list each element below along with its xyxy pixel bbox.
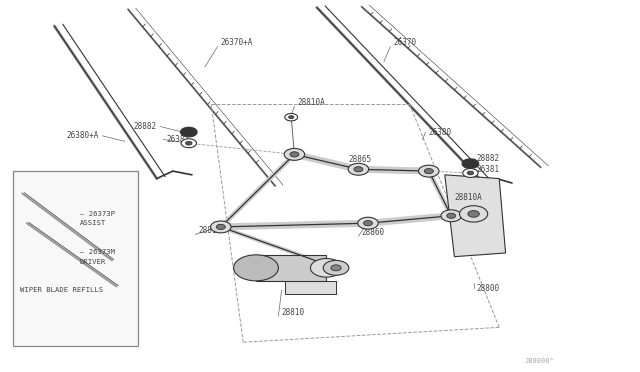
Circle shape: [284, 148, 305, 160]
Circle shape: [186, 141, 192, 145]
Circle shape: [216, 224, 225, 230]
Circle shape: [460, 206, 488, 222]
Circle shape: [180, 127, 197, 137]
Text: WIPER BLADE REFILLS: WIPER BLADE REFILLS: [20, 287, 104, 293]
Bar: [13, 171, 138, 346]
Circle shape: [468, 211, 479, 217]
Text: 28882: 28882: [477, 154, 500, 163]
Text: 26380: 26380: [429, 128, 452, 137]
Text: 28800: 28800: [477, 284, 500, 293]
Text: 26381: 26381: [477, 165, 500, 174]
Circle shape: [323, 260, 349, 275]
Text: 28810A: 28810A: [298, 98, 325, 107]
Text: 28810A: 28810A: [454, 193, 482, 202]
Text: 28860: 28860: [362, 228, 385, 237]
Text: J88000^: J88000^: [525, 358, 554, 364]
Circle shape: [348, 163, 369, 175]
Circle shape: [447, 213, 456, 218]
Text: 28865: 28865: [349, 155, 372, 164]
Circle shape: [467, 171, 474, 175]
Circle shape: [290, 152, 299, 157]
Circle shape: [441, 210, 461, 222]
Circle shape: [234, 255, 278, 281]
Text: 28810: 28810: [282, 308, 305, 317]
Circle shape: [424, 169, 433, 174]
Bar: [285, 281, 336, 294]
Text: 28810A: 28810A: [198, 226, 226, 235]
Circle shape: [419, 165, 439, 177]
Circle shape: [285, 113, 298, 121]
Circle shape: [358, 217, 378, 229]
Text: 26380+A: 26380+A: [67, 131, 99, 140]
Circle shape: [331, 265, 341, 271]
Text: 26370+A: 26370+A: [221, 38, 253, 47]
Polygon shape: [445, 175, 506, 257]
Text: ASSIST: ASSIST: [80, 220, 106, 226]
Circle shape: [181, 139, 196, 148]
Text: DRIVER: DRIVER: [80, 259, 106, 264]
Circle shape: [354, 167, 363, 172]
Circle shape: [211, 221, 231, 233]
Circle shape: [289, 116, 294, 119]
Text: — 26373M: — 26373M: [80, 249, 115, 255]
Circle shape: [462, 159, 479, 169]
Circle shape: [364, 221, 372, 226]
Circle shape: [310, 259, 342, 277]
Text: — 26373P: — 26373P: [80, 211, 115, 217]
Text: 28882: 28882: [134, 122, 157, 131]
Text: 26370: 26370: [394, 38, 417, 47]
Text: 26381: 26381: [166, 135, 189, 144]
Circle shape: [463, 169, 478, 177]
Bar: [256, 255, 326, 281]
